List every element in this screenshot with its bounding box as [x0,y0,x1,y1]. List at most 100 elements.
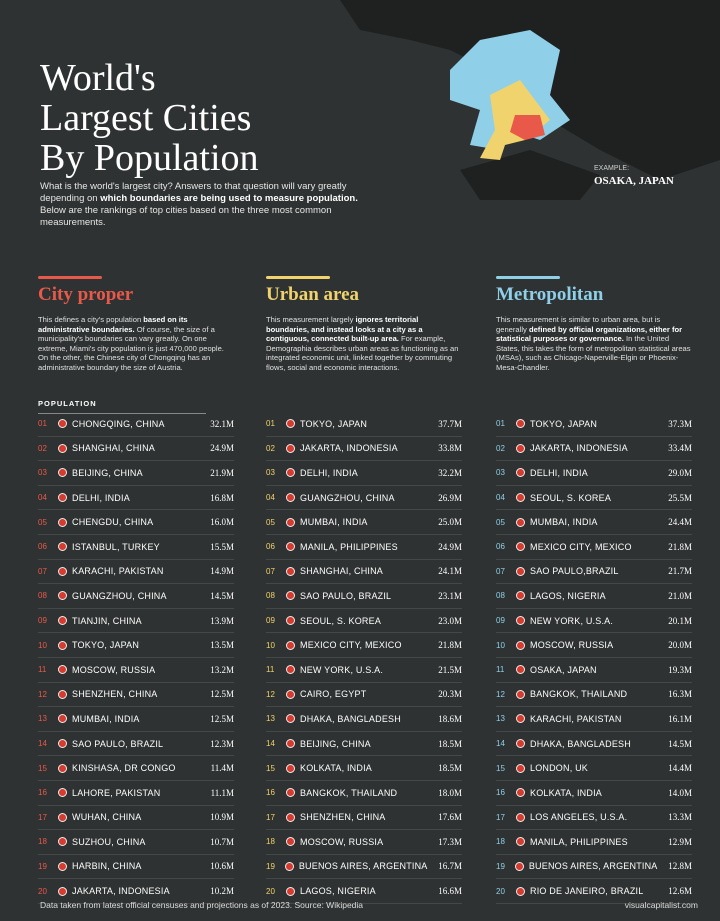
city: CHENGDU, CHINA [72,517,154,528]
rank: 14 [38,739,47,749]
population: 29.0M [668,467,692,478]
city: BANGKOK, THAILAND [530,689,628,700]
rank: 16 [38,788,47,798]
column-title: Urban area [266,284,360,305]
flag [58,886,67,896]
population: 16.6M [438,886,462,897]
population: 20.3M [438,689,462,700]
text-segment: ignores territorial boundaries, and inst… [266,315,423,344]
city: SAO PAULO,BRAZIL [530,566,619,577]
population: 13.5M [210,640,234,651]
population: 14.5M [668,738,692,749]
city: CAIRO, EGYPT [300,689,367,700]
flag [286,812,295,822]
population: 16.3M [668,689,692,700]
population: 24.1M [438,566,462,577]
population: 21.7M [668,566,692,577]
flag [58,419,67,429]
population: 13.2M [210,664,234,675]
population: 16.7M [438,861,462,872]
rank: 02 [266,443,275,453]
table-row: 11 MOSCOW, RUSSIA 13.2M [38,658,234,683]
table-row: 20 LAGOS, NIGERIA 16.6M [266,879,462,904]
table-row: 16 LAHORE, PAKISTAN 11.1M [38,781,234,806]
city: BEIJING, CHINA [72,467,143,478]
flag [58,517,67,527]
population: 17.6M [438,812,462,823]
rank: 12 [496,689,505,699]
text-segment: Below are the rankings of top cities bas… [40,205,332,228]
population: 12.3M [210,738,234,749]
source: Data taken from latest official censuses… [40,900,364,910]
population: 14.9M [210,566,234,577]
flag [58,542,67,552]
table-row: 08 LAGOS, NIGERIA 21.0M [496,584,692,609]
population: 21.5M [438,664,462,675]
flag [58,566,67,576]
flag [286,616,295,626]
flag [286,837,295,847]
population: 20.0M [668,640,692,651]
rank: 17 [266,812,275,822]
population: 12.5M [210,689,234,700]
city: MANILA, PHILIPPINES [530,836,628,847]
rank: 09 [38,616,47,626]
table-row: 17 SHENZHEN, CHINA 17.6M [266,806,462,831]
flag [58,468,67,478]
flag [516,689,525,699]
city: JAKARTA, INDONESIA [530,443,628,454]
rank: 12 [38,689,47,699]
city: SHENZHEN, CHINA [300,812,386,823]
table-row: 13 MUMBAI, INDIA 12.5M [38,707,234,732]
population: 13.9M [210,615,234,626]
text-segment: based on its administrative boundaries. [38,315,188,334]
flag [286,665,295,675]
population: 12.8M [668,861,692,872]
rows: 01 CHONGQING, CHINA 32.1M 02 SHANGHAI, CHINA… [38,412,234,904]
rank: 17 [496,812,505,822]
rank: 04 [266,493,275,503]
city: HARBIN, CHINA [72,861,142,872]
rank: 13 [496,714,505,724]
flag [516,517,525,527]
table-row: 10 TOKYO, JAPAN 13.5M [38,633,234,658]
table-row: 10 MEXICO CITY, MEXICO 21.8M [266,633,462,658]
table-row: 11 OSAKA, JAPAN 19.3M [496,658,692,683]
rank: 07 [496,566,505,576]
city: BUENOS AIRES, ARGENTINA [528,861,658,872]
population: 25.0M [438,517,462,528]
flag [286,689,295,699]
flag [58,812,67,822]
table-row: 02 JAKARTA, INDONESIA 33.4M [496,437,692,462]
intro: What is the world's largest city? Answer… [40,181,370,229]
rank: 11 [496,665,505,675]
rows: 01 TOKYO, JAPAN 37.3M 02 JAKARTA, INDONESIA 3… [496,412,692,904]
city: TIANJIN, CHINA [72,615,142,626]
city: DELHI, INDIA [300,467,358,478]
city: BEIJING, CHINA [300,738,371,749]
table-row: 14 DHAKA, BANGLADESH 14.5M [496,732,692,757]
rank: 15 [496,763,505,773]
city: MUMBAI, INDIA [72,713,140,724]
city: TOKYO, JAPAN [72,640,140,651]
flag [58,788,67,798]
accent-bar [266,276,330,279]
flag [516,616,525,626]
city: LONDON, UK [530,763,589,774]
population: 26.9M [438,492,462,503]
city: SUZHOU, CHINA [72,836,146,847]
map-label: EXAMPLE: [594,165,630,172]
rank: 20 [38,886,47,896]
rank: 06 [266,542,275,552]
flag [286,493,295,503]
table-row: 15 LONDON, UK 14.4M [496,756,692,781]
city: SAO PAULO, BRAZIL [300,590,392,601]
population: 21.0M [668,590,692,601]
rank: 02 [38,443,47,453]
population: 18.5M [438,763,462,774]
population: 18.0M [438,787,462,798]
rank: 03 [38,468,47,478]
rank: 05 [266,517,275,527]
flag [58,665,67,675]
table-row: 14 BEIJING, CHINA 18.5M [266,732,462,757]
